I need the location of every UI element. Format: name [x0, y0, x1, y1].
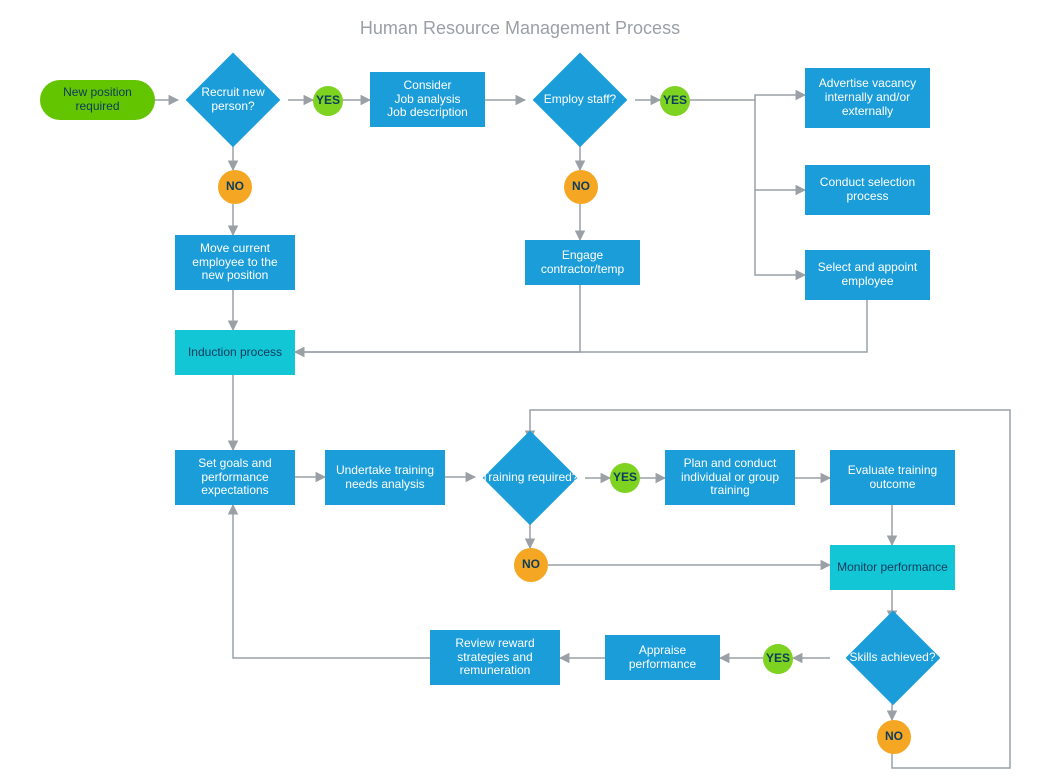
yes-badge: YES — [610, 463, 640, 493]
decision-d_training: Training required? — [475, 440, 585, 516]
process-consider: ConsiderJob analysisJob description — [370, 72, 485, 127]
process-review: Review reward strategies and remuneratio… — [430, 630, 560, 685]
process-undertake: Undertake training needs analysis — [325, 450, 445, 505]
process-setgoals: Set goals and performance expectations — [175, 450, 295, 505]
no-badge: NO — [514, 548, 548, 582]
decision-d_recruit: Recruit new person? — [178, 62, 288, 138]
process-engage: Engage contractor/temp — [525, 240, 640, 285]
process-appraise: Appraise performance — [605, 635, 720, 680]
process-advertise: Advertise vacancy internally and/or exte… — [805, 68, 930, 128]
process-select: Select and appoint employee — [805, 250, 930, 300]
no-badge: NO — [218, 170, 252, 204]
flowchart-canvas: Human Resource Management Process New po… — [0, 0, 1040, 782]
process-move: Move current employee to the new positio… — [175, 235, 295, 290]
edge — [233, 505, 430, 658]
edge — [295, 285, 580, 352]
no-badge: NO — [877, 720, 911, 754]
no-badge: NO — [564, 170, 598, 204]
decision-d_skills: Skills achieved? — [830, 620, 955, 696]
decision-label: Recruit new person? — [178, 62, 288, 138]
edge — [690, 95, 805, 100]
decision-label: Employ staff? — [525, 62, 635, 138]
edge — [755, 100, 805, 190]
edge — [295, 300, 867, 352]
process-monitor: Monitor performance — [830, 545, 955, 590]
decision-label: Training required? — [475, 440, 585, 516]
process-induction: Induction process — [175, 330, 295, 375]
yes-badge: YES — [660, 86, 690, 116]
yes-badge: YES — [763, 644, 793, 674]
process-conduct: Conduct selection process — [805, 165, 930, 215]
edge — [755, 190, 805, 275]
yes-badge: YES — [313, 86, 343, 116]
process-plan: Plan and conduct individual or group tra… — [665, 450, 795, 505]
decision-label: Skills achieved? — [830, 620, 955, 696]
process-evaluate: Evaluate training outcome — [830, 450, 955, 505]
decision-d_employ: Employ staff? — [525, 62, 635, 138]
terminator-start: New position required — [40, 80, 155, 120]
diagram-title: Human Resource Management Process — [0, 18, 1040, 39]
